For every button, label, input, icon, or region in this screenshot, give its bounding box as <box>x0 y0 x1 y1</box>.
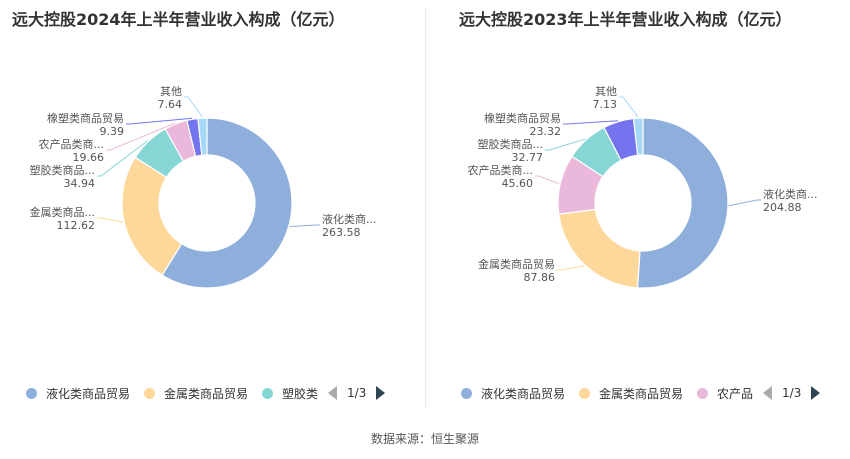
legend: 液化类商品贸易 金属类商品贸易 农产品 1/3 <box>461 382 821 404</box>
legend-pager: 1/3 <box>763 386 821 400</box>
leader-line-0 <box>289 224 320 228</box>
donut-slice-5[interactable] <box>197 117 208 156</box>
donut-chart-2024: 液化类商...263.58 金属类商品...112.62 塑胶类商品...34.94… <box>30 85 377 289</box>
legend-label: 金属类商品贸易 <box>164 386 249 401</box>
legend-item-0[interactable]: 液化类商品贸易 <box>26 385 130 402</box>
leader-line-2 <box>535 175 560 185</box>
chart-panel-2024: 远大控股2024年上半年营业收入构成（亿元） 液化类商... 263.58 金属类商… <box>0 0 425 410</box>
slice-label-3: 农产品类商... <box>39 137 105 151</box>
slice-label-4: 橡塑类商品贸易 <box>47 111 124 125</box>
next-page-arrow-icon[interactable] <box>376 386 386 400</box>
legend-marker <box>461 387 472 399</box>
slice-value-label-1: 112.62 <box>57 219 96 232</box>
legend-item-1[interactable]: 金属类商品贸易 <box>579 385 683 402</box>
next-page-arrow-icon[interactable] <box>811 386 821 400</box>
slice-value-label-0: 263.58 <box>322 226 361 239</box>
chart-title: 远大控股2023年上半年营业收入构成（亿元） <box>459 10 792 29</box>
prev-page-arrow-icon[interactable] <box>763 386 773 400</box>
slice-label-5: 其他 <box>595 85 617 98</box>
legend-item-1[interactable]: 金属类商品贸易 <box>144 385 248 402</box>
chart-panel-2023: 远大控股2023年上半年营业收入构成（亿元） 液化类商... 204.88 金属类商… <box>425 0 850 410</box>
legend-label: 金属类商品贸易 <box>599 386 684 401</box>
slice-value-label-5: 7.13 <box>593 98 618 111</box>
slice-label-5: 其他 <box>160 85 182 98</box>
leader-line-3 <box>106 122 176 151</box>
donut-slice-0[interactable] <box>636 117 729 289</box>
slice-value-label-2: 34.94 <box>64 177 96 190</box>
legend-label: 塑胶类 <box>282 386 319 401</box>
slice-label-2: 农产品类商... <box>468 163 534 177</box>
slice-value-label-5: 7.64 <box>158 98 183 111</box>
slice-label-0: 液化类商... <box>322 212 377 226</box>
leader-line-1 <box>97 217 124 223</box>
legend-item-0[interactable]: 液化类商品贸易 <box>461 385 565 402</box>
leader-line-5 <box>184 96 203 118</box>
legend-marker <box>697 387 709 399</box>
slice-value-label-3: 32.77 <box>512 151 544 164</box>
leader-line-1 <box>557 265 585 271</box>
slice-label-3: 塑胶类商品... <box>478 137 544 151</box>
legend-label: 农产品 <box>717 386 754 401</box>
chart-title: 远大控股2024年上半年营业收入构成（亿元） <box>12 10 345 29</box>
slice-label-2: 塑胶类商品... <box>30 163 96 177</box>
leader-line-4 <box>126 117 193 125</box>
donut-slice-0[interactable] <box>161 117 293 289</box>
donut-slice-5[interactable] <box>632 117 644 156</box>
legend-page-indicator: 1/3 <box>347 386 367 400</box>
legend-marker <box>26 387 37 399</box>
panel-divider <box>425 8 426 408</box>
slice-value-label-4: 9.39 <box>100 125 125 138</box>
legend-label: 液化类商品贸易 <box>481 386 566 401</box>
legend-marker <box>579 387 591 399</box>
legend-item-2[interactable]: 农产品 <box>697 385 753 402</box>
legend-page-indicator: 1/3 <box>782 386 802 400</box>
slice-value-label-1: 87.86 <box>524 271 556 284</box>
prev-page-arrow-icon[interactable] <box>328 386 338 400</box>
slice-value-label-3: 19.66 <box>73 151 105 164</box>
slice-value-label-0: 204.88 <box>763 201 802 214</box>
legend: 液化类商品贸易 金属类商品贸易 塑胶类 1/3 <box>26 382 386 404</box>
slice-label-4: 橡塑类商品贸易 <box>484 111 561 125</box>
legend-pager: 1/3 <box>328 386 386 400</box>
slice-value-label-4: 23.32 <box>530 125 562 138</box>
leader-line-0 <box>728 199 761 207</box>
slice-value-label-2: 45.60 <box>502 177 534 190</box>
legend-label: 液化类商品贸易 <box>46 386 131 401</box>
legend-item-2[interactable]: 塑胶类 <box>262 385 318 402</box>
slice-label-0: 液化类商... <box>763 187 818 201</box>
legend-marker <box>262 387 274 399</box>
donut-slice-1[interactable] <box>121 156 183 277</box>
leader-line-2 <box>97 140 149 177</box>
leader-line-5 <box>619 96 639 118</box>
slice-label-1: 金属类商品... <box>30 205 96 219</box>
leader-line-3 <box>545 138 586 151</box>
data-source-note: 数据来源：恒生聚源 <box>370 432 479 446</box>
slice-label-1: 金属类商品贸易 <box>478 257 555 271</box>
donut-slice-1[interactable] <box>558 208 641 289</box>
leader-line-4 <box>563 120 619 125</box>
legend-marker <box>144 387 156 399</box>
